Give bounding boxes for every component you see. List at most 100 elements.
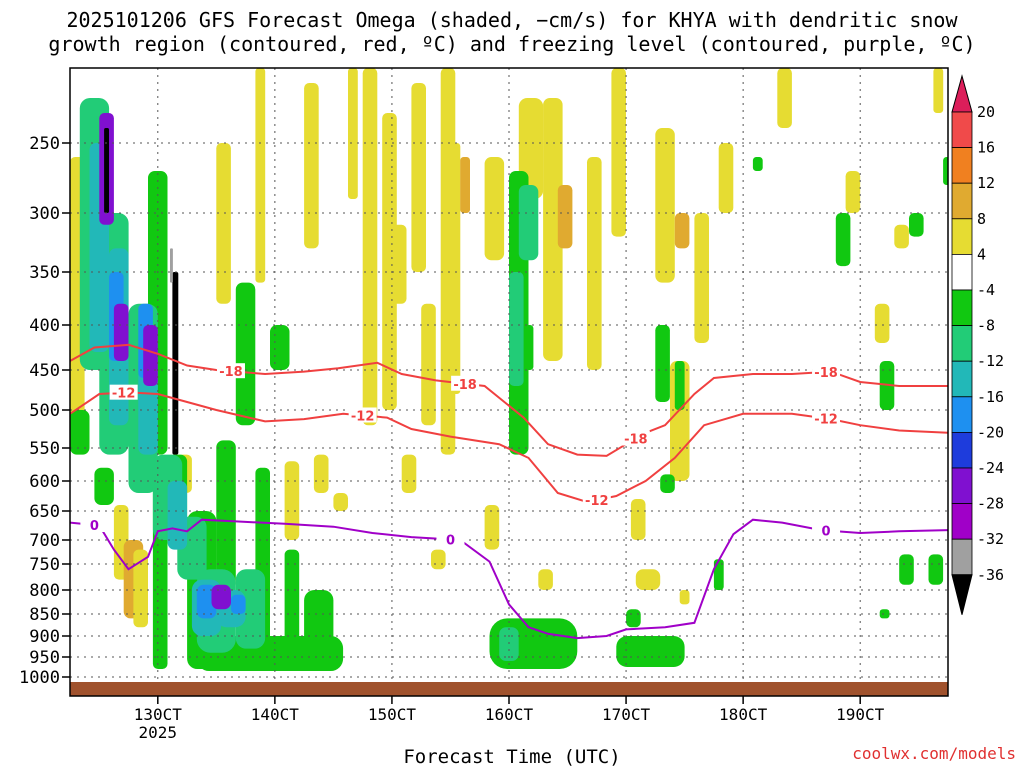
omega-cell: [104, 128, 109, 213]
omega-cell: [94, 467, 114, 505]
y-axis: 2503003504004505005506006507007508008509…: [19, 134, 70, 688]
contour-label: 0: [822, 525, 831, 540]
y-tick-label: 950: [29, 648, 60, 668]
contour-label-bg: [451, 375, 480, 391]
colorbar-segment: [951, 360, 973, 398]
y-tick-label: 850: [29, 605, 60, 625]
colorbar-label: -8: [977, 317, 995, 335]
omega-cell: [509, 272, 524, 386]
colorbar-segment: [951, 253, 973, 291]
omega-cell: [450, 143, 461, 394]
contour-line: [70, 518, 948, 640]
colorbar-segment: [951, 218, 973, 255]
omega-cell: [255, 68, 266, 283]
contour-label: -18: [624, 433, 648, 448]
omega-shading: [70, 68, 948, 671]
contour-label-bg: [216, 363, 245, 379]
colorbar-bottom-arrow: [951, 574, 973, 615]
colorbar-label: 12: [977, 174, 995, 192]
omega-cell: [133, 549, 148, 628]
y-tick-label: 750: [29, 555, 60, 575]
omega-cell: [879, 609, 890, 619]
omega-cell: [70, 410, 90, 455]
omega-cell: [835, 213, 851, 267]
omega-cell: [460, 157, 470, 213]
y-tick-label: 650: [29, 502, 60, 522]
omega-cell: [674, 361, 685, 410]
contour-label: -18: [814, 366, 838, 381]
contour-label: 0: [446, 533, 455, 548]
omega-cell: [216, 440, 236, 590]
omega-cell: [431, 549, 446, 570]
omega-cell: [752, 157, 763, 171]
y-tick-label: 500: [29, 401, 60, 421]
omega-cell: [874, 303, 890, 343]
colorbar-segment: [951, 503, 973, 540]
contour-label: -12: [351, 409, 375, 424]
omega-cell: [401, 454, 417, 493]
omega-cell: [113, 303, 129, 361]
omega-cell: [167, 481, 188, 550]
x-tick-label: 160CT: [485, 705, 534, 724]
omega-cell: [484, 157, 505, 261]
omega-cell: [655, 325, 670, 402]
omega-cell: [777, 68, 792, 128]
contour-line: [70, 343, 948, 457]
x-tick-label: 180CT: [719, 705, 768, 724]
omega-cell: [235, 282, 256, 426]
omega-cell: [196, 584, 217, 619]
colorbar-label: -4: [977, 281, 995, 299]
omega-cell: [362, 68, 378, 426]
contour-label-bg: [436, 531, 465, 547]
colorbar-segment: [951, 396, 973, 433]
omega-cell: [616, 636, 685, 667]
omega-cell: [391, 224, 407, 304]
omega-cell: [660, 474, 675, 493]
colorbar-label: -12: [977, 352, 1004, 370]
colorbar-label: -24: [977, 459, 1004, 477]
colorbar-segment: [951, 147, 973, 184]
omega-cell: [933, 68, 944, 113]
contour-label: -12: [112, 387, 136, 402]
omega-cell: [845, 171, 861, 213]
y-tick-label: 550: [29, 439, 60, 459]
contour-label: -12: [585, 494, 609, 509]
colorbar-segment: [951, 111, 973, 148]
colorbar-label: -28: [977, 495, 1004, 513]
x-tick-label: 130CT: [134, 705, 183, 724]
colorbar-label: -36: [977, 566, 1004, 584]
omega-cell: [635, 569, 661, 590]
omega-cell: [928, 554, 944, 585]
omega-cell: [718, 143, 734, 213]
omega-cell: [313, 454, 329, 493]
contour-label: 0: [90, 519, 99, 534]
omega-cell: [411, 83, 426, 272]
colorbar-segment: [951, 289, 973, 326]
y-tick-label: 450: [29, 361, 60, 381]
omega-cell: [943, 157, 948, 185]
x-year-label: 2025: [139, 723, 178, 742]
y-tick-label: 350: [29, 263, 60, 283]
contour-label-bg: [109, 384, 138, 400]
omega-cell: [211, 584, 231, 610]
y-tick-label: 600: [29, 472, 60, 492]
x-tick-label: 150CT: [368, 705, 417, 724]
y-tick-label: 700: [29, 531, 60, 551]
contour-label: -18: [219, 365, 243, 380]
colorbar: 20 16 12 8 4 -4 -8 -12 -16 -20 -24 -28 -32 -36: [951, 74, 1004, 615]
colorbar-top-arrow: [951, 74, 973, 113]
omega-cell: [899, 554, 914, 585]
omega-cell: [333, 493, 348, 511]
contour-label-bg: [80, 517, 109, 533]
colorbar-label: 20: [977, 103, 995, 121]
omega-cell: [909, 213, 924, 237]
y-tick-label: 300: [29, 204, 60, 224]
colorbar-label: 8: [977, 210, 986, 228]
omega-cell: [270, 325, 290, 370]
omega-cell: [235, 569, 266, 649]
colorbar-segment: [951, 467, 973, 504]
x-tick-label: 140CT: [251, 705, 300, 724]
colorbar-label: 16: [977, 139, 995, 157]
colorbar-label: 4: [977, 245, 986, 263]
